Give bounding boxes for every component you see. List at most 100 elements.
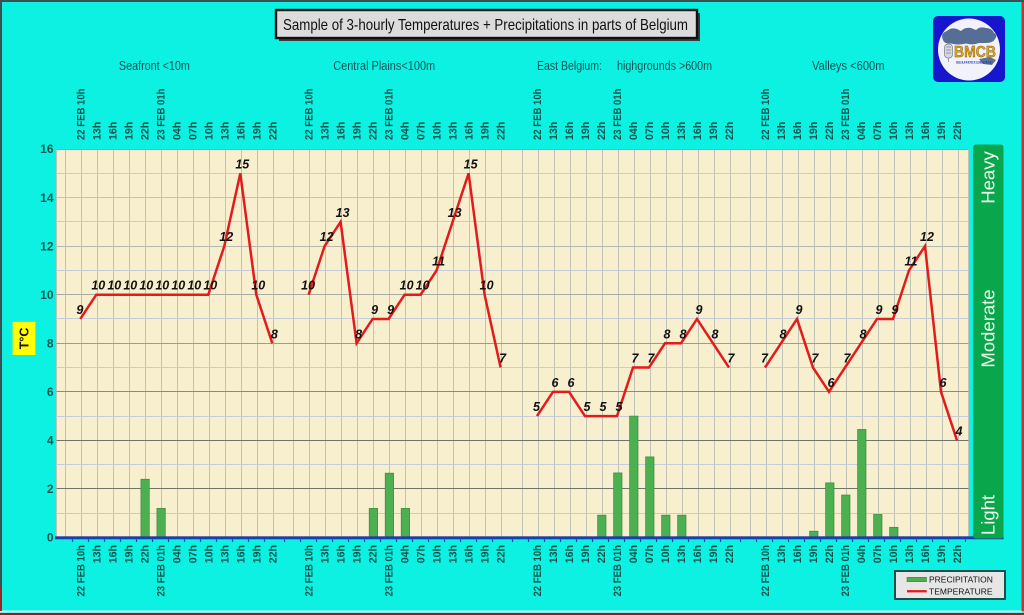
svg-text:10h: 10h	[432, 545, 444, 564]
svg-text:19h: 19h	[480, 545, 492, 564]
svg-text:6: 6	[568, 376, 576, 390]
svg-text:13h: 13h	[219, 121, 231, 140]
svg-text:6: 6	[552, 376, 560, 390]
svg-text:16h: 16h	[336, 121, 348, 140]
svg-text:Moderate: Moderate	[977, 289, 998, 367]
svg-text:04h: 04h	[856, 545, 868, 564]
svg-text:22h: 22h	[496, 121, 508, 140]
svg-text:8: 8	[355, 327, 362, 341]
svg-text:TEMPERATURE: TEMPERATURE	[929, 587, 993, 597]
svg-text:13h: 13h	[219, 545, 231, 564]
svg-text:13h: 13h	[548, 121, 560, 140]
svg-text:04h: 04h	[400, 545, 412, 564]
svg-text:10h: 10h	[888, 545, 900, 564]
svg-text:16: 16	[40, 142, 54, 156]
svg-text:04h: 04h	[171, 545, 183, 564]
svg-text:6: 6	[828, 376, 836, 390]
svg-text:10: 10	[416, 279, 430, 293]
svg-text:19h: 19h	[352, 121, 364, 140]
svg-text:22h: 22h	[724, 121, 736, 140]
svg-text:5: 5	[616, 400, 624, 414]
svg-text:13h: 13h	[776, 545, 788, 564]
svg-text:23 FEB 01h: 23 FEB 01h	[384, 88, 396, 140]
svg-text:10: 10	[107, 279, 121, 293]
svg-text:19h: 19h	[480, 121, 492, 140]
svg-text:07h: 07h	[644, 545, 656, 564]
svg-text:12: 12	[920, 230, 934, 244]
svg-text:04h: 04h	[171, 121, 183, 140]
svg-text:07h: 07h	[187, 545, 199, 564]
svg-text:22 FEB 10h: 22 FEB 10h	[532, 545, 544, 597]
svg-text:13h: 13h	[676, 545, 688, 564]
svg-text:19h: 19h	[580, 121, 592, 140]
svg-text:22h: 22h	[139, 545, 151, 564]
svg-text:PRECIPITATION: PRECIPITATION	[929, 575, 993, 585]
svg-text:7: 7	[761, 352, 769, 366]
svg-text:7: 7	[499, 352, 507, 366]
svg-text:BELGIUM METEO CLUB BELGIQUE: BELGIUM METEO CLUB BELGIQUE	[956, 61, 993, 65]
svg-text:12: 12	[40, 239, 54, 253]
svg-text:22h: 22h	[824, 121, 836, 140]
svg-text:16h: 16h	[235, 121, 247, 140]
svg-text:10: 10	[40, 288, 54, 302]
svg-text:22 FEB 10h: 22 FEB 10h	[760, 545, 772, 597]
svg-text:16h: 16h	[464, 121, 476, 140]
svg-text:16h: 16h	[792, 121, 804, 140]
svg-text:10: 10	[251, 279, 265, 293]
svg-text:22 FEB 10h: 22 FEB 10h	[75, 88, 87, 140]
svg-text:0: 0	[47, 531, 54, 545]
svg-text:10: 10	[155, 279, 169, 293]
svg-text:15: 15	[464, 157, 479, 171]
svg-text:23 FEB 01h: 23 FEB 01h	[612, 88, 624, 140]
svg-text:16h: 16h	[336, 545, 348, 564]
svg-text:16h: 16h	[792, 545, 804, 564]
svg-text:10h: 10h	[203, 121, 215, 140]
svg-text:22h: 22h	[496, 545, 508, 564]
svg-text:Sample of 3-hourly Temperature: Sample of 3-hourly Temperatures + Precip…	[283, 17, 688, 34]
svg-text:16h: 16h	[464, 545, 476, 564]
svg-text:13h: 13h	[320, 545, 332, 564]
svg-text:4: 4	[47, 434, 54, 448]
svg-text:19h: 19h	[251, 121, 263, 140]
svg-text:16h: 16h	[107, 121, 119, 140]
svg-text:13h: 13h	[448, 121, 460, 140]
svg-text:highgrounds >600m: highgrounds >600m	[617, 59, 712, 73]
svg-text:13h: 13h	[91, 545, 103, 564]
svg-text:22 FEB 10h: 22 FEB 10h	[304, 88, 316, 140]
svg-text:9: 9	[387, 303, 394, 317]
svg-text:4: 4	[955, 424, 963, 438]
svg-text:16h: 16h	[692, 121, 704, 140]
svg-text:13h: 13h	[448, 545, 460, 564]
svg-text:16h: 16h	[564, 121, 576, 140]
svg-text:23 FEB 01h: 23 FEB 01h	[840, 545, 852, 597]
svg-text:13h: 13h	[904, 121, 916, 140]
svg-text:22h: 22h	[596, 545, 608, 564]
svg-text:12: 12	[320, 230, 334, 244]
svg-text:8: 8	[680, 327, 687, 341]
svg-text:16h: 16h	[235, 545, 247, 564]
svg-text:East Belgium:: East Belgium:	[537, 59, 602, 73]
svg-text:2: 2	[47, 482, 54, 496]
svg-text:22 FEB 10h: 22 FEB 10h	[75, 545, 87, 597]
svg-text:22h: 22h	[824, 545, 836, 564]
svg-text:10: 10	[400, 279, 414, 293]
svg-text:23 FEB 01h: 23 FEB 01h	[612, 545, 624, 597]
svg-text:11: 11	[905, 254, 918, 268]
svg-text:9: 9	[696, 303, 703, 317]
svg-text:7: 7	[728, 352, 736, 366]
svg-text:BMCB: BMCB	[954, 44, 996, 61]
svg-text:13: 13	[448, 206, 462, 220]
svg-text:15: 15	[235, 157, 250, 171]
svg-text:13h: 13h	[548, 545, 560, 564]
svg-text:10h: 10h	[660, 121, 672, 140]
svg-text:Light: Light	[977, 495, 998, 535]
svg-text:16h: 16h	[692, 545, 704, 564]
svg-text:14: 14	[40, 191, 54, 205]
svg-text:22 FEB 10h: 22 FEB 10h	[760, 88, 772, 140]
svg-text:7: 7	[648, 352, 656, 366]
svg-text:04h: 04h	[628, 121, 640, 140]
svg-text:22h: 22h	[952, 545, 964, 564]
svg-text:10h: 10h	[203, 545, 215, 564]
svg-text:10: 10	[187, 279, 201, 293]
svg-text:04h: 04h	[400, 121, 412, 140]
